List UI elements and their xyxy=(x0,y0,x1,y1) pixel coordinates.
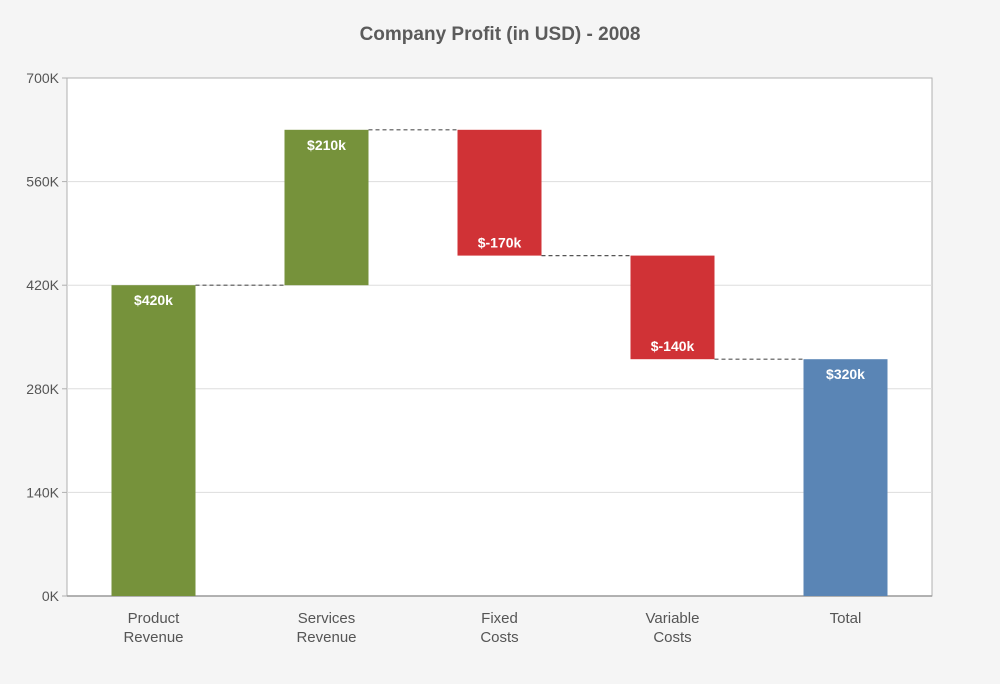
bar xyxy=(630,255,715,360)
bar xyxy=(803,359,888,596)
chart-title: Company Profit (in USD) - 2008 xyxy=(359,24,641,45)
plot-area xyxy=(66,77,933,597)
data-label: $-140k xyxy=(651,338,695,354)
data-label: $-170k xyxy=(478,235,522,251)
x-tick-label: Total xyxy=(830,610,862,627)
y-tick-label: 560K xyxy=(26,174,59,190)
y-tick-label: 0K xyxy=(42,588,60,604)
bar xyxy=(111,285,196,596)
y-tick-label: 280K xyxy=(26,381,59,397)
y-tick-label: 700K xyxy=(26,70,59,86)
x-tick-label: Variable Costs xyxy=(646,610,700,646)
x-tick-label: Product Revenue xyxy=(123,610,183,646)
y-tick-label: 420K xyxy=(26,277,59,293)
bar xyxy=(284,129,369,286)
x-tick-label: Fixed Costs xyxy=(480,610,518,646)
y-tick-label: 140K xyxy=(26,484,59,500)
x-tick-label: Services Revenue xyxy=(296,610,356,646)
bar xyxy=(457,129,542,256)
data-label: $420k xyxy=(134,292,173,308)
data-label: $210k xyxy=(307,137,346,153)
data-label: $320k xyxy=(826,366,865,382)
